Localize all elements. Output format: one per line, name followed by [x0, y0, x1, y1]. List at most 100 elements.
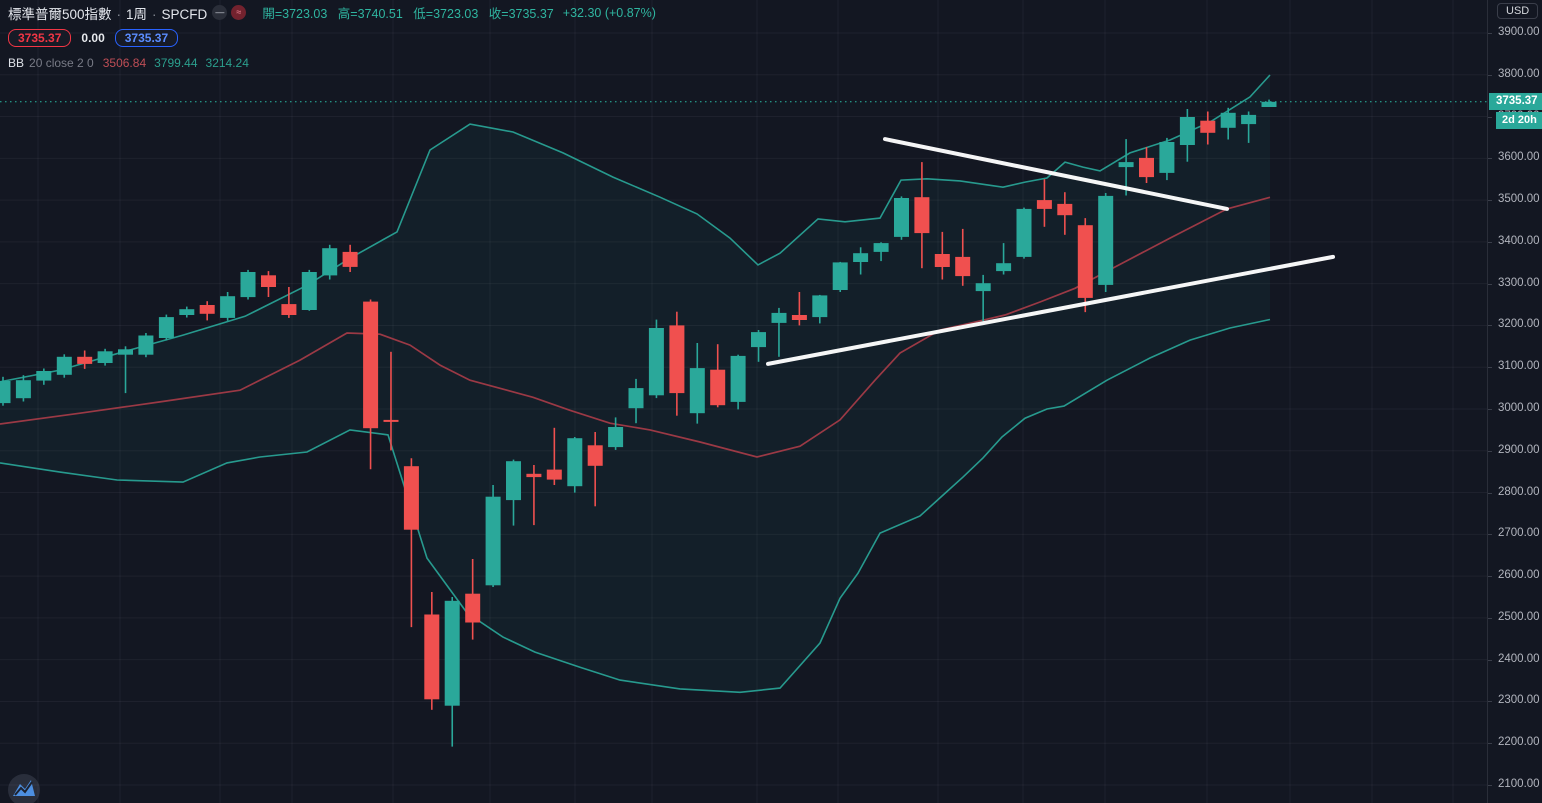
bollinger-lower-line: [0, 318, 1271, 694]
candle-body: [648, 328, 664, 396]
candle-body: [710, 369, 726, 406]
price-axis-label: 3300.00: [1498, 276, 1540, 289]
candle-up: [648, 319, 664, 399]
candle-down: [526, 465, 542, 526]
candle-up: [1159, 137, 1175, 181]
candle-body: [791, 315, 807, 320]
price-axis-label: 3400.00: [1498, 234, 1540, 247]
candle-down: [934, 231, 950, 280]
axis-tick: [1488, 74, 1492, 76]
candle-body: [1077, 225, 1093, 298]
symbol-title[interactable]: 標準普爾500指數 · 1周 · SPCFD: [8, 6, 208, 22]
tradingview-logo[interactable]: [4, 768, 48, 803]
candle-body: [424, 614, 440, 700]
indicator-name[interactable]: BB: [8, 56, 25, 70]
price-axis-label: 2200.00: [1498, 736, 1540, 749]
interval-label[interactable]: 1周: [126, 6, 148, 22]
candle-body: [1057, 203, 1073, 216]
candle-down: [1077, 218, 1093, 313]
candle-up: [322, 244, 338, 280]
candle-body: [77, 356, 93, 364]
candle-body: [1159, 142, 1175, 173]
candle-body: [526, 473, 542, 478]
trendline-upper[interactable]: [883, 137, 1229, 211]
axis-tick: [1488, 659, 1492, 661]
candle-up: [567, 437, 583, 493]
candle-body: [1179, 117, 1195, 145]
candle-body: [444, 600, 460, 706]
candle-up: [56, 354, 72, 378]
axis-tick: [1488, 283, 1492, 285]
axis-tick: [1488, 743, 1492, 745]
currency-button[interactable]: USD: [1497, 3, 1539, 19]
candle-body: [914, 197, 930, 234]
price-axis-label: 3200.00: [1498, 318, 1540, 331]
candle-down: [710, 344, 726, 408]
candle-up: [1118, 139, 1134, 196]
change-readout: +32.30 (+0.87%): [562, 5, 656, 20]
candle-body: [363, 301, 379, 429]
candle-body: [587, 445, 603, 466]
price-axis-label: 3000.00: [1498, 402, 1540, 414]
candle-body: [281, 304, 297, 315]
wave-icon[interactable]: ≈: [231, 5, 247, 20]
sell-price-button[interactable]: 3735.37: [8, 28, 72, 47]
axis-tick: [1488, 367, 1492, 369]
candle-body: [1200, 120, 1216, 133]
candle-body: [832, 262, 848, 290]
candle-body: [812, 295, 828, 318]
candle-up: [1261, 99, 1277, 107]
axis-tick: [1488, 33, 1492, 34]
candle-body: [1220, 112, 1236, 128]
candle-body: [608, 427, 624, 448]
candle-up: [853, 247, 869, 275]
candle-up: [485, 485, 501, 587]
candle-body: [1118, 162, 1134, 168]
axis-tick: [1488, 200, 1492, 202]
candle-body: [485, 496, 501, 586]
candle-up: [1220, 107, 1236, 140]
price-axis-label: 2100.00: [1498, 778, 1540, 790]
candle-up: [158, 314, 174, 341]
candle-up: [444, 597, 460, 747]
candle-body: [118, 349, 133, 355]
price-axis-label: 2400.00: [1498, 652, 1540, 665]
buy-price-button[interactable]: 3735.37: [114, 28, 179, 47]
candle-down: [1036, 179, 1052, 227]
candle-down: [955, 228, 971, 286]
price-axis[interactable]: USD 3900.003800.003700.003600.003500.003…: [1487, 0, 1542, 803]
price-axis-label: 2800.00: [1498, 485, 1540, 498]
candle-body: [1098, 195, 1114, 285]
candle-up: [873, 242, 889, 262]
bollinger-fill: [0, 75, 1270, 693]
axis-tick: [1488, 492, 1492, 494]
candle-body: [567, 438, 583, 487]
candle-up: [36, 368, 52, 385]
candle-up: [506, 459, 521, 526]
candle-up: [138, 333, 154, 358]
candle-down: [914, 162, 930, 269]
ohlc-readout: 開=3723.03 高=3740.51 低=3723.03 收=3735.37: [262, 7, 554, 21]
candle-body: [730, 355, 746, 402]
candle-body: [465, 593, 481, 623]
candle-body: [179, 309, 195, 315]
candle-up: [894, 196, 909, 240]
candle-down: [587, 432, 603, 507]
candle-body: [934, 254, 950, 267]
hide-icon[interactable]: —: [212, 5, 228, 20]
candle-up: [240, 269, 256, 300]
candle-body: [240, 272, 256, 298]
price-axis-label: 2600.00: [1498, 569, 1540, 582]
candle-up: [730, 354, 746, 410]
axis-tick: [1488, 158, 1492, 160]
candle-body: [1139, 157, 1154, 178]
price-axis-label: 2500.00: [1498, 610, 1540, 623]
trendline-lower[interactable]: [766, 254, 1335, 366]
candle-body: [751, 332, 766, 348]
candle-up: [812, 294, 828, 324]
candle-body: [771, 312, 787, 323]
candle-up: [771, 307, 787, 357]
candle-body: [628, 388, 644, 409]
